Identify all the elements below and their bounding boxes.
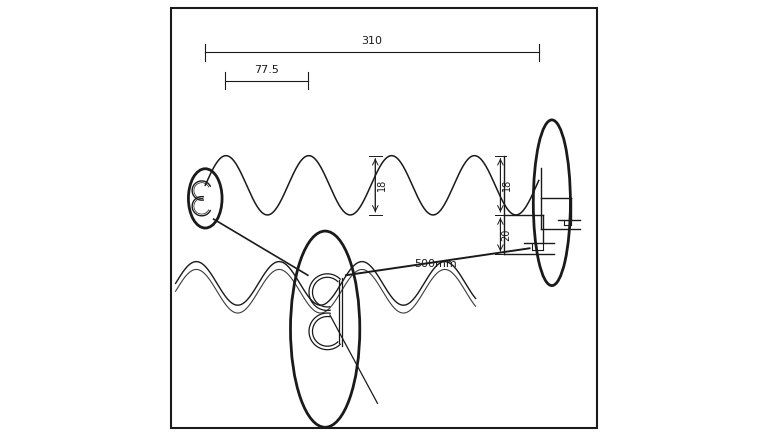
Text: 18: 18 xyxy=(502,179,511,191)
Text: 20: 20 xyxy=(502,228,511,241)
Text: 500mm: 500mm xyxy=(415,259,457,269)
Text: 77.5: 77.5 xyxy=(254,65,279,75)
Text: 310: 310 xyxy=(362,37,382,46)
Text: 18: 18 xyxy=(376,179,386,191)
